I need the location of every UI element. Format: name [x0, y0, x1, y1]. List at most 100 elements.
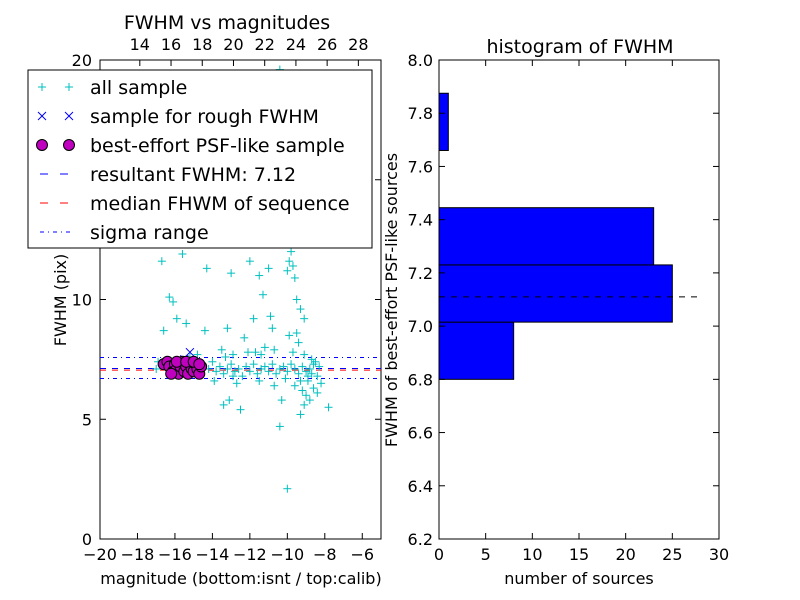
all-sample-point [302, 391, 311, 400]
all-sample-point [296, 376, 305, 385]
legend-label: best-effort PSF-like sample [90, 135, 345, 157]
all-sample-point [311, 357, 320, 366]
left-xtick-label: −12 [233, 545, 267, 564]
all-sample-point [253, 369, 262, 378]
left-ytick-label: 0 [82, 530, 92, 549]
histogram-bar [438, 92, 449, 151]
all-sample-point [182, 319, 191, 328]
all-sample-point [290, 273, 299, 282]
legend-box [27, 69, 373, 249]
all-sample-point [300, 350, 309, 359]
all-sample-point [305, 396, 314, 405]
legend-item: all sample [38, 77, 187, 99]
all-sample-point [172, 314, 181, 323]
left-top-xtick-label: 28 [348, 35, 368, 54]
all-sample-point [260, 343, 269, 352]
all-sample-point [296, 410, 305, 419]
all-sample-point [200, 326, 209, 335]
all-sample-point [292, 329, 301, 338]
legend: all sample sample for rough FWHM best-effo… [27, 69, 373, 249]
all-sample-point [229, 372, 238, 381]
all-sample-point [264, 264, 273, 273]
right-x-axis-label: number of sources [504, 569, 654, 588]
right-ytick-label: 8.0 [408, 51, 433, 70]
all-sample-point [243, 348, 252, 357]
all-sample-point [219, 369, 228, 378]
all-sample-point [279, 362, 288, 371]
left-xtick-label: −8 [313, 545, 337, 564]
all-sample-point [290, 381, 299, 390]
right-xtick-label: 30 [709, 545, 729, 564]
all-sample-point [255, 271, 264, 280]
legend-item: best-effort PSF-like sample [36, 135, 345, 157]
left-hlines [100, 356, 381, 380]
all-sample-point [238, 372, 247, 381]
all-sample-point [221, 352, 230, 361]
right-xtick-label: 25 [662, 545, 682, 564]
right-xtick-label: 5 [481, 545, 491, 564]
left-y-axis-label: FWHM (pix) [51, 254, 70, 347]
left-x-axis-label: magnitude (bottom:isnt / top:calib) [100, 569, 381, 588]
x-icon [64, 111, 74, 121]
all-sample-point [223, 324, 232, 333]
all-sample-point [270, 381, 279, 390]
all-sample-point [294, 369, 303, 378]
all-sample-point [258, 290, 267, 299]
all-sample-point [157, 257, 166, 266]
plus-icon [65, 83, 73, 91]
all-sample-point [288, 348, 297, 357]
legend-label: median FHWM of sequence [90, 193, 350, 215]
all-sample-point [283, 367, 292, 376]
all-sample-point [210, 376, 219, 385]
plus-icon [38, 83, 46, 91]
left-xtick-label: −16 [158, 545, 192, 564]
right-ytick-label: 7.6 [408, 157, 433, 176]
all-sample-point [227, 269, 236, 278]
left-ytick-label: 10 [72, 291, 92, 310]
all-sample-point [223, 364, 232, 373]
all-sample-point [303, 372, 312, 381]
legend-item: sigma range [40, 222, 209, 244]
all-sample-point [202, 264, 211, 273]
all-sample-point [285, 257, 294, 266]
all-sample-point [217, 345, 226, 354]
all-sample-point [300, 400, 309, 409]
all-sample-point [275, 422, 284, 431]
all-sample-point [245, 367, 254, 376]
left-ticks: −20 −18 −16 −14 −12 −10 −8 −6 14 16 18 20 22 24 26 28 0 5… [72, 35, 381, 564]
all-sample-point [287, 247, 296, 256]
all-sample-point [255, 376, 264, 385]
all-sample-point [152, 364, 161, 373]
left-top-xtick-label: 24 [286, 35, 306, 54]
legend-label: all sample [90, 77, 187, 99]
all-sample-point [219, 400, 228, 409]
right-ticks: 0 5 10 15 20 25 30 6.2 6.4 6.6 6.8 7.0 7.2 7.4 7.6 7.8 8… [408, 51, 730, 564]
right-ytick-label: 7.4 [408, 211, 433, 230]
all-sample-point [305, 364, 314, 373]
all-sample-point [296, 305, 305, 314]
all-sample-point [169, 297, 178, 306]
right-y-axis-label: FWHM of best-effort PSF-like sources [382, 153, 401, 447]
left-ytick-label: 20 [72, 51, 92, 70]
legend-label: resultant FWHM: 7.12 [90, 164, 296, 186]
all-sample-point [229, 350, 238, 359]
right-ytick-label: 6.2 [408, 530, 433, 549]
left-top-xtick-label: 14 [130, 35, 150, 54]
left-xtick-label: −14 [196, 545, 230, 564]
psf-like-point [193, 358, 206, 371]
rough-sample-point [185, 347, 195, 357]
all-sample-point [292, 295, 301, 304]
left-scatter-panel: FWHM vs magnitudes −20 −18 −16 −14 −12 −10 −8−… [27, 12, 382, 588]
right-chart-title: histogram of FWHM [486, 36, 673, 58]
all-sample-point [242, 362, 251, 371]
all-sample-point [283, 266, 292, 275]
all-sample-point [315, 362, 324, 371]
all-sample-point [317, 379, 326, 388]
left-ytick-label: 5 [82, 410, 92, 429]
left-xtick-label: −10 [270, 545, 304, 564]
all-sample-point [283, 484, 292, 493]
all-sample-point [236, 405, 245, 414]
all-sample-point [313, 372, 322, 381]
left-xtick-label: −6 [350, 545, 374, 564]
